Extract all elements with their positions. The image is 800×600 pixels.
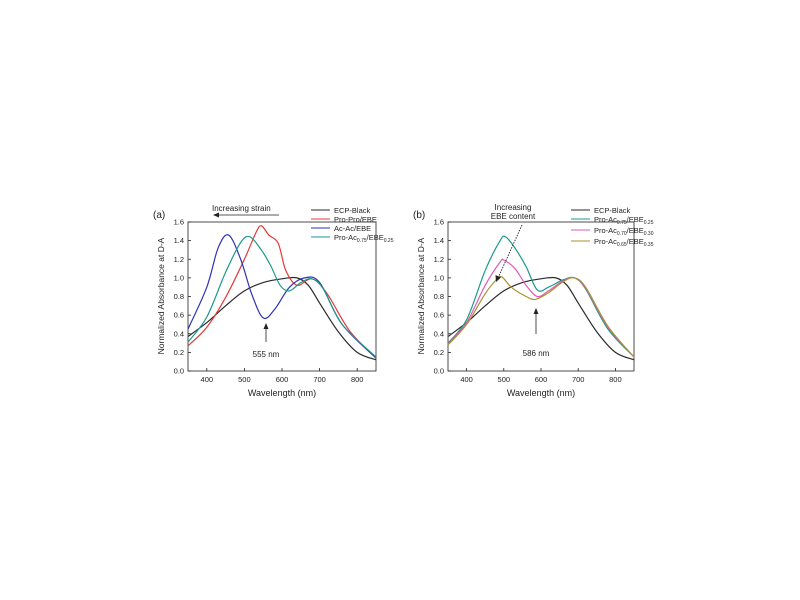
panel-a-x-tick-label: 400: [201, 375, 214, 384]
panel-b-y-tick-label: 1.6: [434, 218, 444, 227]
panel-a-series-line-3: [187, 235, 377, 358]
panel-a-x-tick-label: 800: [351, 375, 364, 384]
panel-a-y-tick-label: 1.6: [174, 218, 184, 227]
panel-a-series-line-2: [187, 234, 377, 359]
panel-b-ebe-arrowhead: [495, 275, 501, 282]
panel-b-y-ticks: 0.0 0.2 0.4 0.6 0.8 1.0 1.2 1.4 1.6: [434, 218, 451, 376]
panel-b-legend: ECP-Black Pro-Ac0.75/EBE0.25 Pro-Ac0.70/…: [571, 206, 654, 248]
panel-b-y-tick-label: 0.4: [434, 329, 444, 338]
panel-b-x-tick-label: 600: [535, 375, 548, 384]
panel-b-ebe-arrow: [497, 224, 523, 279]
panel-a-series: [187, 225, 377, 361]
panel-b-annotation-increasing: Increasing: [495, 203, 532, 212]
panel-a-x-tick-label: 500: [238, 375, 251, 384]
legend-a-propro-label: Pro-Pro/EBE: [334, 215, 377, 224]
panel-b-y-tick-label: 1.4: [434, 236, 444, 245]
panel-b-annotation-586nm: 586 nm: [523, 349, 550, 358]
legend-b-proac075-label: Pro-Ac0.75/EBE0.25: [594, 215, 654, 226]
panel-a-annotation-strain: Increasing strain: [212, 204, 271, 213]
panel-a-series-line-1: [187, 225, 377, 359]
panel-b-x-tick-label: 500: [498, 375, 511, 384]
panel-a-y-tick-label: 0.4: [174, 329, 184, 338]
panel-a-y-tick-label: 1.2: [174, 255, 184, 264]
panel-a-x-tick-label: 600: [276, 375, 289, 384]
panel-a-strain-arrowhead: [213, 212, 219, 218]
panel-b-y-tick-label: 1.2: [434, 255, 444, 264]
panel-a-y-tick-label: 1.0: [174, 273, 184, 282]
panel-b-series-line-0: [447, 276, 635, 361]
panel-b: (b) 400 500 600 700 800 0.0 0.2 0.4 0.6 0.8 1.0 1.…: [413, 203, 654, 398]
legend-b-proac070-label: Pro-Ac0.70/EBE0.30: [594, 226, 654, 237]
panel-a-y-tick-label: 0.8: [174, 292, 184, 301]
panel-a-y-tick-label: 1.4: [174, 236, 184, 245]
legend-a-ecp-label: ECP-Black: [334, 206, 371, 215]
panel-b-y-tick-label: 0.6: [434, 311, 444, 320]
panel-b-annotation-ebe-content: EBE content: [491, 212, 536, 221]
legend-b-proac065-label: Pro-Ac0.65/EBE0.35: [594, 237, 654, 248]
panel-b-series-line-3: [447, 275, 635, 358]
legend-a-proac-label: Pro-Ac0.75/EBE0.25: [334, 233, 394, 244]
panel-a-label: (a): [153, 210, 165, 221]
panel-a-x-axis-label: Wavelength (nm): [248, 388, 316, 398]
panel-a-y-axis-label: Normalized Absorbance at D-A: [156, 237, 166, 354]
panel-a-y-ticks: 0.0 0.2 0.4 0.6 0.8 1.0 1.2 1.4 1.6: [174, 218, 191, 376]
legend-a-acac-label: Ac-Ac/EBE: [334, 224, 371, 233]
panel-a-x-tick-label: 700: [313, 375, 326, 384]
panel-b-series-line-2: [447, 258, 635, 358]
panel-a-series-line-0: [187, 276, 377, 361]
panel-b-y-tick-label: 0.8: [434, 292, 444, 301]
panel-b-x-tick-label: 400: [460, 375, 473, 384]
panel-b-y-tick-label: 0.2: [434, 348, 444, 357]
panel-b-label: (b): [413, 210, 425, 221]
panel-b-y-tick-label: 0.0: [434, 367, 444, 376]
panel-b-y-tick-label: 1.0: [434, 273, 444, 282]
panel-a-y-tick-label: 0.0: [174, 367, 184, 376]
panel-b-x-ticks: 400 500 600 700 800: [460, 368, 622, 384]
panel-a-annotation-555nm: 555 nm: [253, 350, 280, 359]
panel-b-x-tick-label: 800: [609, 375, 622, 384]
panel-a-555-arrowhead: [263, 323, 269, 329]
panel-a: (a) 400 500 600 700 800 0.0 0.2 0.4 0.6 0.8 1.0 1.…: [153, 204, 394, 398]
panel-b-x-tick-label: 700: [572, 375, 585, 384]
panel-b-series: [447, 235, 635, 361]
panel-a-y-tick-label: 0.2: [174, 348, 184, 357]
panel-b-x-axis-label: Wavelength (nm): [507, 388, 575, 398]
panel-a-x-ticks: 400 500 600 700 800: [201, 368, 364, 384]
panel-a-legend: ECP-Black Pro-Pro/EBE Ac-Ac/EBE Pro-Ac0.…: [311, 206, 394, 244]
panel-b-586-arrowhead: [533, 308, 539, 314]
panel-b-y-axis-label: Normalized Absorbance at D-A: [416, 237, 426, 354]
panel-a-y-tick-label: 0.6: [174, 311, 184, 320]
legend-b-ecp-label: ECP-Black: [594, 206, 631, 215]
